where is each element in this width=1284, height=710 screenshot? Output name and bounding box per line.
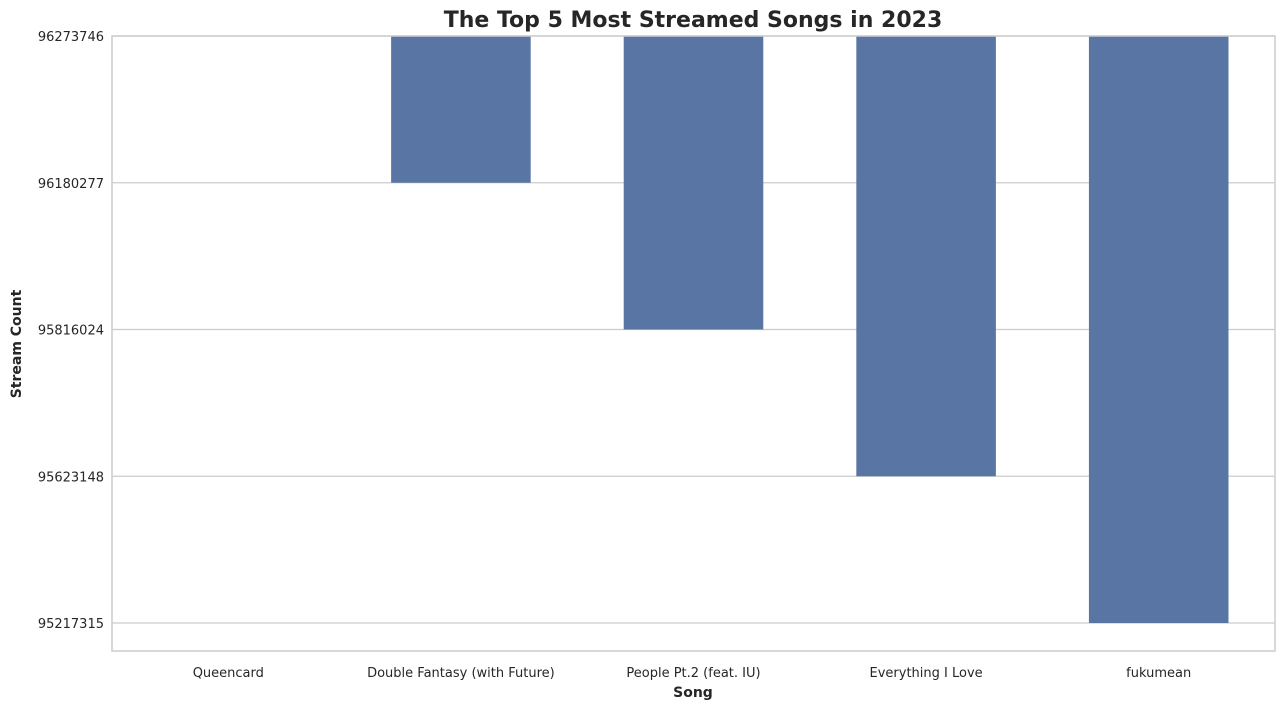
x-axis-label: Song [673,685,713,701]
bar-double-fantasy-with-future [391,36,531,183]
bars [391,36,1229,623]
y-axis-ticks: 96273746 96180277 95816024 95623148 95217315 [38,30,104,632]
x-tick-label: Double Fantasy (with Future) [367,666,555,681]
bar-people-pt-2-feat-iu [623,36,764,330]
y-tick-label: 95816024 [38,324,104,339]
plot-frame [111,35,1276,652]
y-tick-label: 96273746 [38,30,104,45]
x-tick-label: Queencard [193,666,264,681]
y-tick-label: 95217315 [38,617,104,632]
y-tick-label: 96180277 [38,177,104,192]
x-tick-label: People Pt.2 (feat. IU) [626,666,760,681]
bar-everything-i-love [856,36,996,477]
y-axis-label: Stream Count [9,289,25,398]
y-tick-label: 95623148 [38,470,104,485]
x-axis-ticks: Queencard Double Fantasy (with Future) Peo… [193,666,1192,681]
x-tick-label: Everything I Love [870,666,983,681]
bar-fukumean [1088,36,1229,623]
x-tick-label: fukumean [1126,666,1191,681]
chart-title: The Top 5 Most Streamed Songs in 2023 [444,8,943,33]
